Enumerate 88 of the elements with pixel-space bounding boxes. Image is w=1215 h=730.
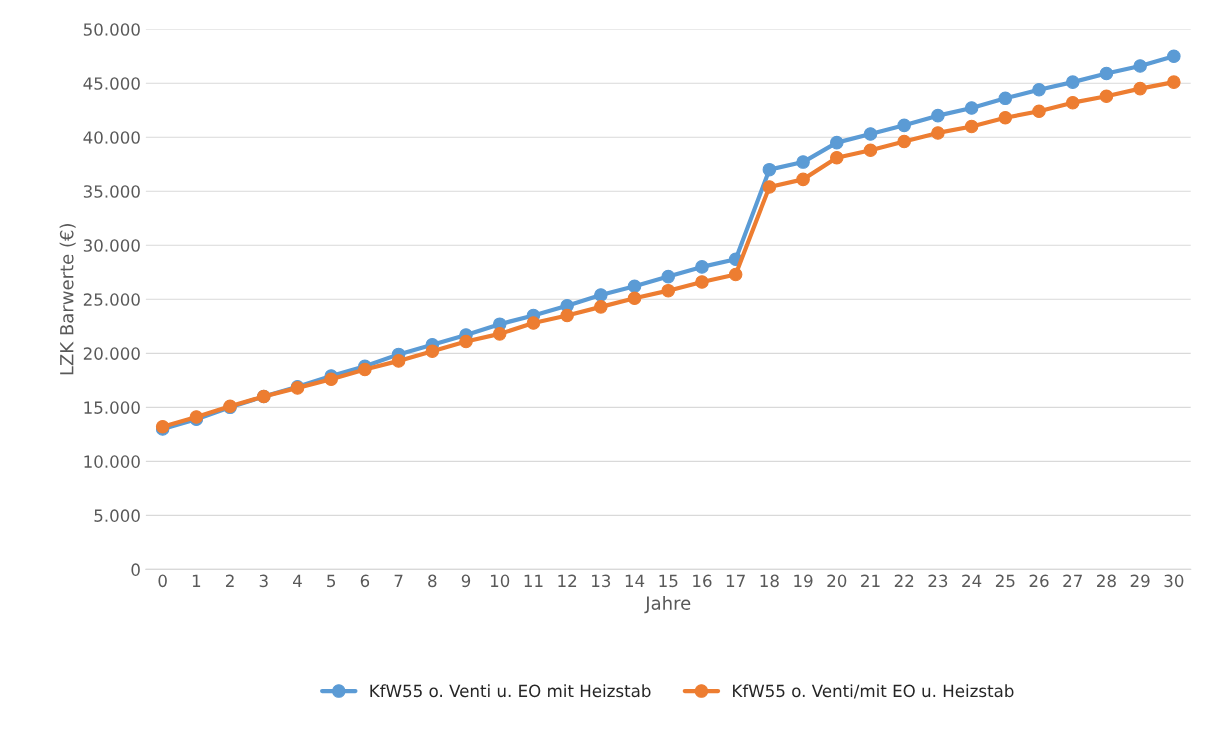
x-tick-label: 2 bbox=[225, 574, 234, 587]
y-tick-label: 50.000 bbox=[83, 23, 140, 36]
x-tick-label: 14 bbox=[625, 574, 645, 587]
point bbox=[931, 108, 945, 123]
y-tick-label: 45.000 bbox=[83, 77, 140, 90]
point bbox=[459, 334, 473, 349]
x-tick-label: 5 bbox=[327, 574, 336, 588]
point bbox=[1167, 75, 1181, 89]
x-tick-label: 21 bbox=[861, 574, 880, 587]
point bbox=[1032, 104, 1046, 119]
legend-label: KfW55 o. Venti u. EO mit Heizstab bbox=[370, 684, 651, 698]
point bbox=[324, 372, 338, 387]
point bbox=[863, 127, 878, 141]
x-tick-label: 3 bbox=[259, 574, 268, 588]
x-tick-label: 30 bbox=[1164, 574, 1184, 588]
x-tick-label: 4 bbox=[292, 574, 302, 587]
x-tick-label: 26 bbox=[1029, 574, 1049, 588]
point bbox=[830, 135, 844, 150]
x-tick-label: 18 bbox=[760, 574, 779, 588]
point bbox=[1167, 49, 1181, 63]
x-axis-title: Jahre bbox=[644, 595, 691, 614]
x-tick-label: 11 bbox=[524, 574, 543, 587]
x-tick-label: 7 bbox=[394, 574, 403, 587]
point bbox=[897, 118, 911, 133]
x-tick-label: 10 bbox=[490, 574, 510, 588]
point bbox=[661, 283, 676, 298]
x-tick-label: 20 bbox=[827, 574, 847, 588]
point bbox=[796, 172, 810, 187]
point bbox=[661, 269, 676, 284]
point bbox=[526, 316, 541, 330]
y-tick-label: 15.000 bbox=[84, 401, 140, 414]
y-tick-label: 20.000 bbox=[83, 347, 140, 360]
point bbox=[931, 126, 945, 140]
point bbox=[830, 151, 844, 165]
point bbox=[1099, 66, 1114, 81]
y-tick-label: 40.000 bbox=[83, 131, 140, 144]
point bbox=[1099, 89, 1114, 103]
x-tick-label: 19 bbox=[794, 574, 813, 588]
x-tick-label: 0 bbox=[158, 574, 167, 588]
point bbox=[1065, 95, 1080, 110]
point bbox=[627, 291, 642, 305]
point bbox=[1032, 82, 1046, 97]
point bbox=[762, 180, 777, 194]
point bbox=[863, 143, 878, 157]
x-tick-label: 23 bbox=[928, 574, 948, 588]
point bbox=[1133, 81, 1147, 96]
x-tick-label: 1 bbox=[192, 574, 201, 587]
y-tick-label: 35.000 bbox=[83, 185, 140, 198]
x-tick-label: 25 bbox=[995, 574, 1015, 588]
point bbox=[998, 91, 1013, 106]
point bbox=[492, 327, 507, 341]
x-tick-label: 27 bbox=[1063, 574, 1082, 587]
y-axis-title: LZK Barwerte (€) bbox=[59, 224, 76, 375]
x-tick-label: 15 bbox=[659, 574, 678, 588]
point bbox=[897, 134, 911, 149]
x-tick-label: 16 bbox=[693, 574, 712, 588]
y-tick-label: 30.000 bbox=[83, 239, 140, 252]
point bbox=[425, 344, 440, 358]
x-tick-label: 12 bbox=[558, 574, 577, 587]
y-tick-label: 25.000 bbox=[83, 293, 140, 306]
point bbox=[728, 267, 743, 282]
x-tick-label: 6 bbox=[360, 574, 370, 588]
point bbox=[594, 288, 608, 302]
x-tick-label: 9 bbox=[461, 574, 471, 588]
point bbox=[695, 260, 709, 274]
point bbox=[695, 275, 709, 289]
y-tick-label: 0 bbox=[131, 563, 140, 576]
x-tick-label: 22 bbox=[894, 574, 914, 587]
x-tick-label: 8 bbox=[428, 574, 437, 588]
point bbox=[560, 308, 574, 323]
point bbox=[627, 279, 642, 294]
point bbox=[594, 300, 608, 314]
point bbox=[998, 111, 1013, 125]
x-tick-label: 29 bbox=[1130, 574, 1150, 588]
point bbox=[762, 162, 777, 177]
x-tick-label: 24 bbox=[962, 574, 982, 587]
y-tick-label: 10.000 bbox=[84, 455, 140, 468]
x-tick-label: 17 bbox=[726, 574, 745, 587]
x-tick-label: 13 bbox=[592, 574, 611, 588]
point bbox=[391, 354, 406, 368]
point bbox=[796, 155, 810, 169]
legend-label: KfW55 o. Venti/mit EO u. Heizstab bbox=[733, 684, 1014, 699]
x-tick-label: 28 bbox=[1097, 574, 1116, 588]
point bbox=[964, 101, 979, 115]
point bbox=[964, 119, 979, 134]
point bbox=[1133, 59, 1147, 73]
y-tick-label: 5.000 bbox=[94, 509, 140, 522]
point bbox=[1065, 75, 1080, 89]
